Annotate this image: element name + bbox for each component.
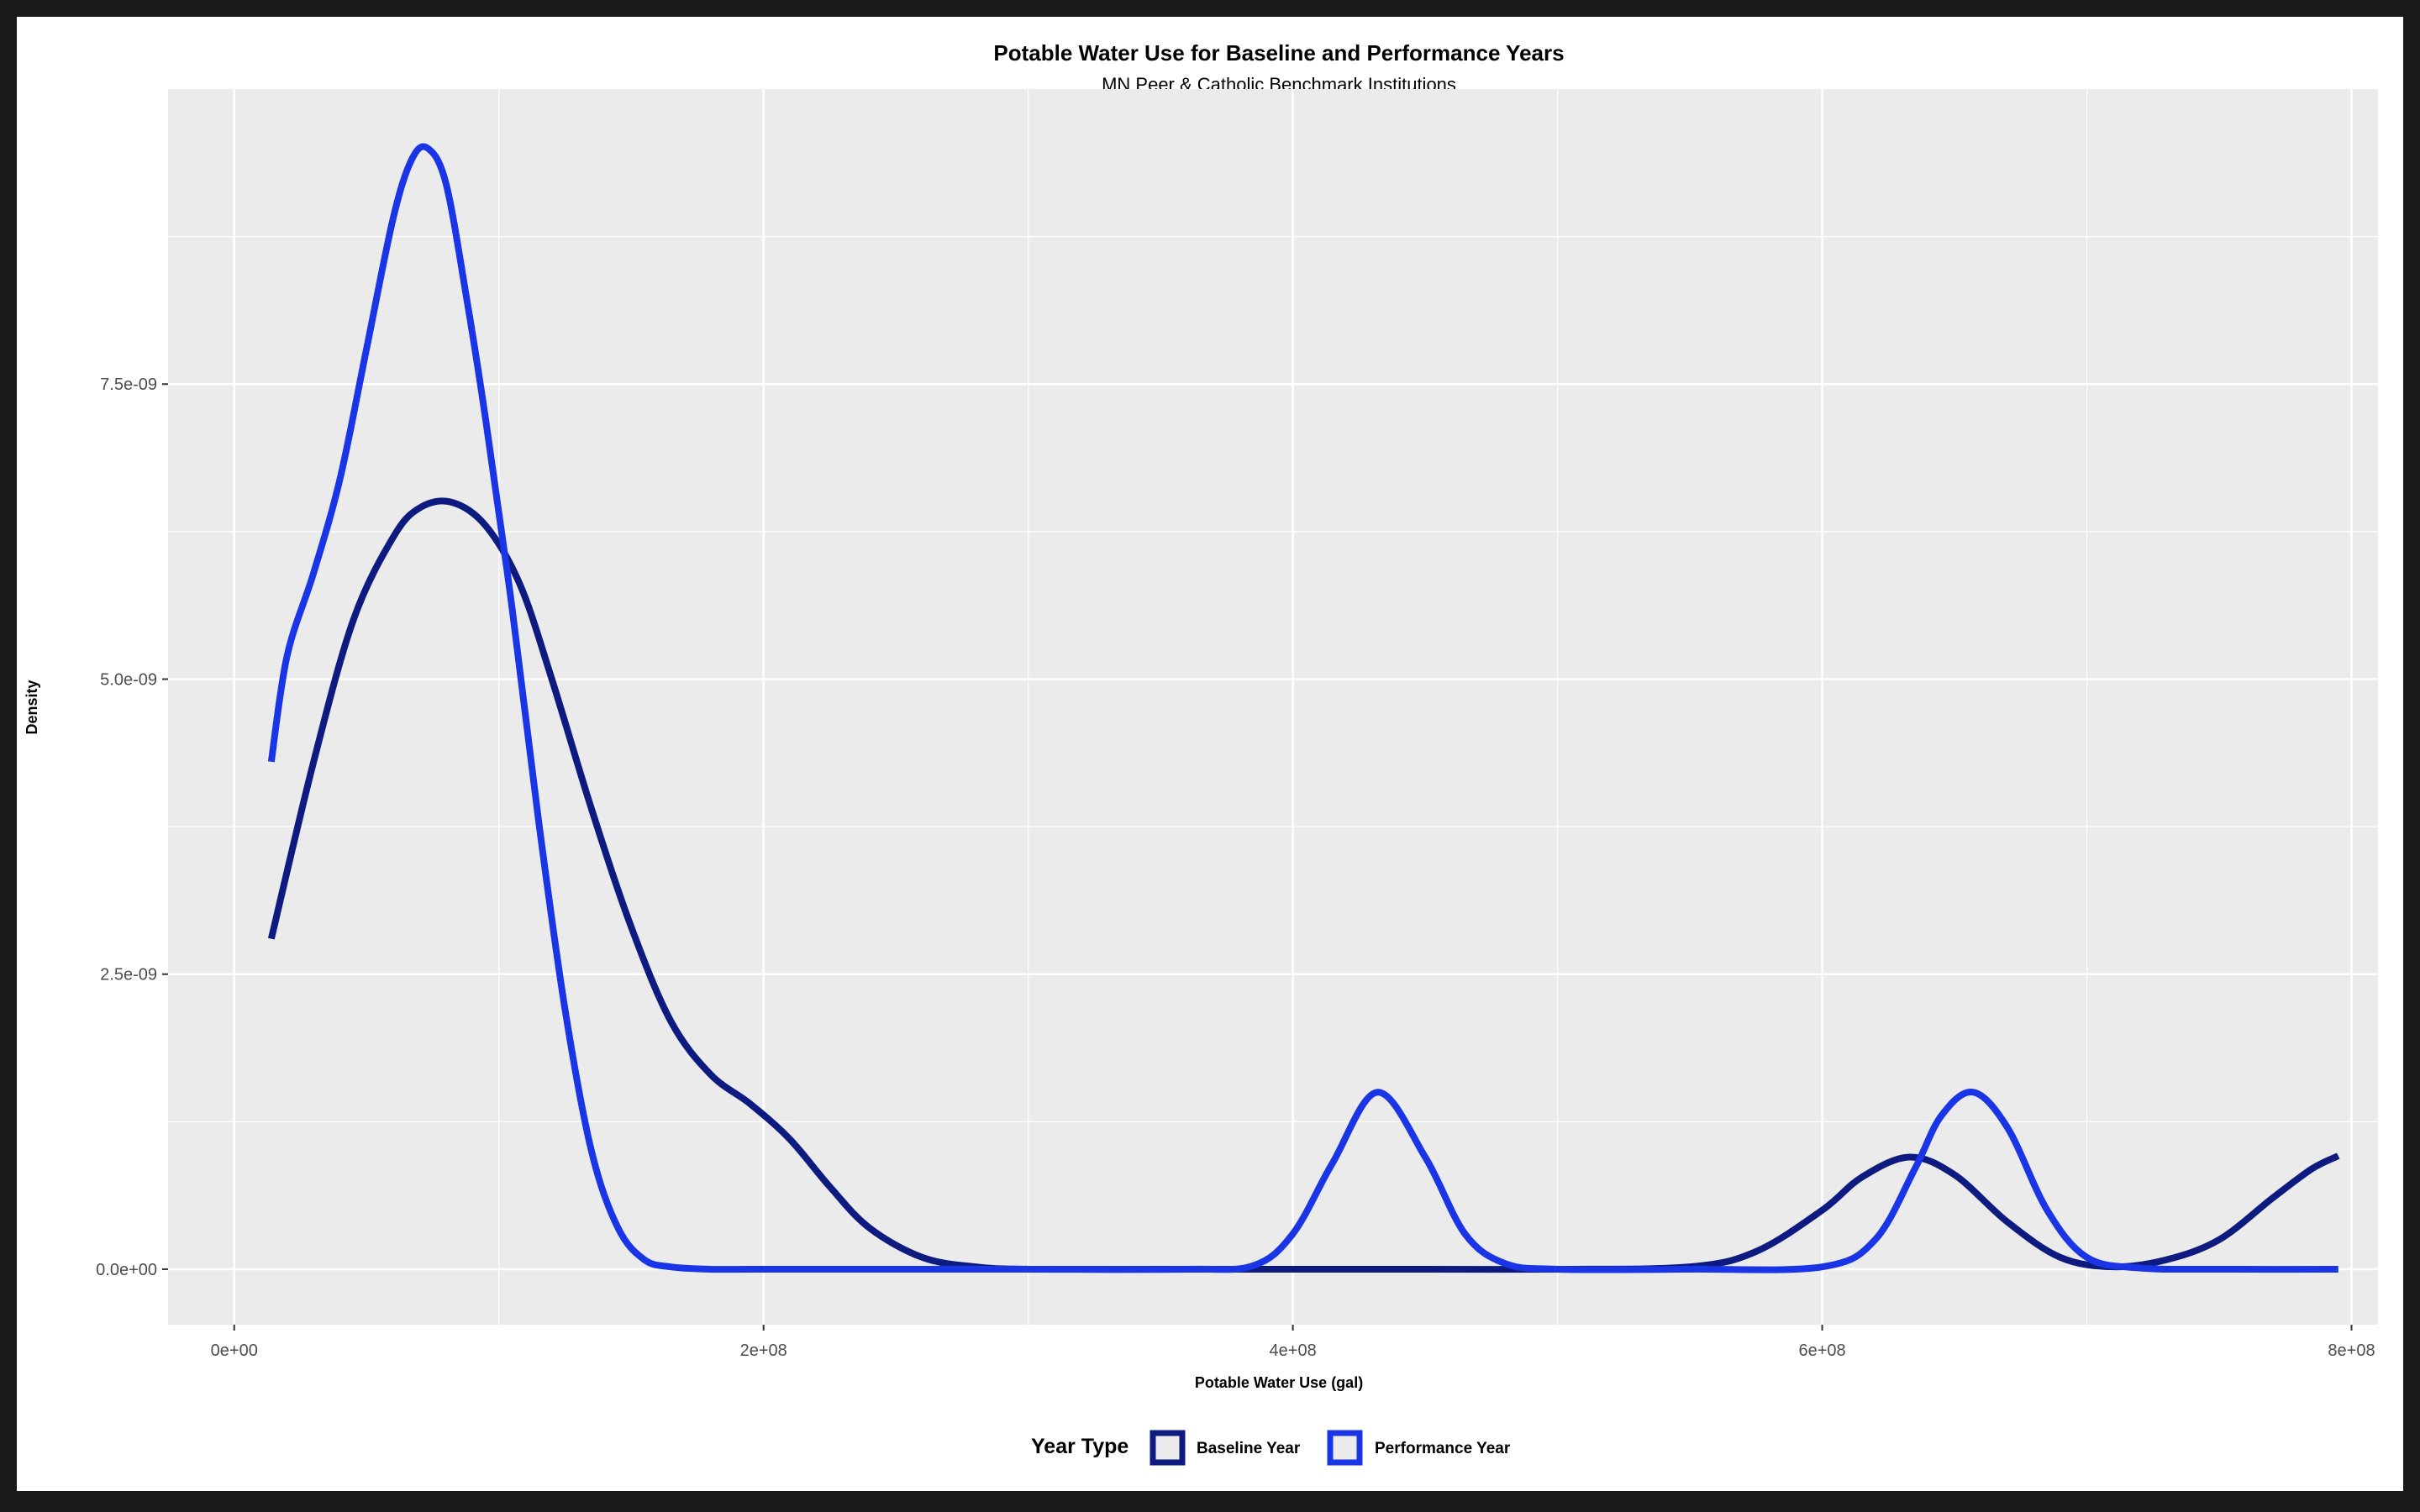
y-tick-label: 0.0e+00	[96, 1261, 157, 1279]
x-tick-label: 8e+08	[2328, 1341, 2375, 1360]
y-axis-title: Density	[24, 680, 40, 734]
x-tick-label: 2e+08	[740, 1341, 787, 1360]
chart-frame: Potable Water Use for Baseline and Perfo…	[17, 17, 2403, 1491]
legend-title: Year Type	[1031, 1435, 1128, 1458]
x-axis: 0e+00 2e+08 4e+08 6e+08 8e+08	[211, 1325, 2375, 1360]
x-tick-label: 0e+00	[211, 1341, 258, 1360]
density-chart: Potable Water Use for Baseline and Perfo…	[24, 40, 2378, 1466]
legend-label-baseline: Baseline Year	[1197, 1440, 1301, 1457]
series-lines	[267, 143, 2340, 1273]
performance-year-line	[267, 143, 2338, 1273]
x-axis-title: Potable Water Use (gal)	[1195, 1374, 1363, 1391]
y-tick-label: 2.5e-09	[100, 966, 157, 984]
y-tick-label: 5.0e-09	[100, 670, 157, 689]
x-tick-label: 4e+08	[1270, 1341, 1317, 1360]
legend-key-performance	[1327, 1430, 1363, 1466]
chart-title: Potable Water Use for Baseline and Perfo…	[993, 40, 1564, 66]
x-tick-label: 6e+08	[1798, 1341, 1845, 1360]
legend: Year Type Baseline Year Performance Year	[1031, 1430, 1511, 1466]
legend-key-baseline	[1150, 1430, 1186, 1466]
y-tick-label: 7.5e-09	[100, 375, 157, 394]
legend-label-performance: Performance Year	[1375, 1440, 1511, 1457]
plot-panel	[168, 89, 2378, 1325]
y-axis: 0.0e+00 2.5e-09 5.0e-09 7.5e-09	[96, 375, 168, 1279]
